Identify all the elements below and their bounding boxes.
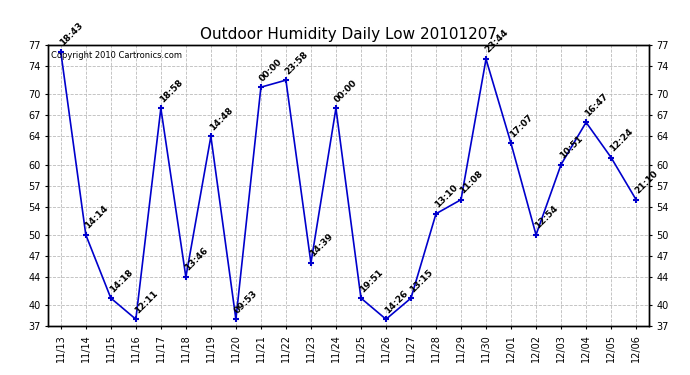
Text: 11:08: 11:08 xyxy=(458,169,485,195)
Text: 14:48: 14:48 xyxy=(208,105,235,132)
Text: 09:53: 09:53 xyxy=(233,288,259,315)
Text: 12:24: 12:24 xyxy=(609,127,635,153)
Text: 12:11: 12:11 xyxy=(133,288,159,315)
Text: Copyright 2010 Cartronics.com: Copyright 2010 Cartronics.com xyxy=(51,51,182,60)
Text: 13:46: 13:46 xyxy=(183,246,210,273)
Text: 14:39: 14:39 xyxy=(308,232,335,259)
Title: Outdoor Humidity Daily Low 20101207: Outdoor Humidity Daily Low 20101207 xyxy=(200,27,497,42)
Text: 23:58: 23:58 xyxy=(283,50,310,76)
Text: 13:15: 13:15 xyxy=(408,267,435,294)
Text: 00:00: 00:00 xyxy=(258,57,284,83)
Text: 16:47: 16:47 xyxy=(583,92,610,118)
Text: 18:43: 18:43 xyxy=(58,21,85,48)
Text: 00:00: 00:00 xyxy=(333,78,359,104)
Text: 23:44: 23:44 xyxy=(483,28,510,55)
Text: 14:18: 14:18 xyxy=(108,267,135,294)
Text: 18:58: 18:58 xyxy=(158,78,185,104)
Text: 19:51: 19:51 xyxy=(358,267,385,294)
Text: 10:51: 10:51 xyxy=(558,134,585,160)
Text: 12:54: 12:54 xyxy=(533,204,560,231)
Text: 21:10: 21:10 xyxy=(633,169,660,195)
Text: 17:07: 17:07 xyxy=(509,112,535,139)
Text: 14:14: 14:14 xyxy=(83,204,110,231)
Text: 14:26: 14:26 xyxy=(383,288,410,315)
Text: 13:10: 13:10 xyxy=(433,183,460,210)
